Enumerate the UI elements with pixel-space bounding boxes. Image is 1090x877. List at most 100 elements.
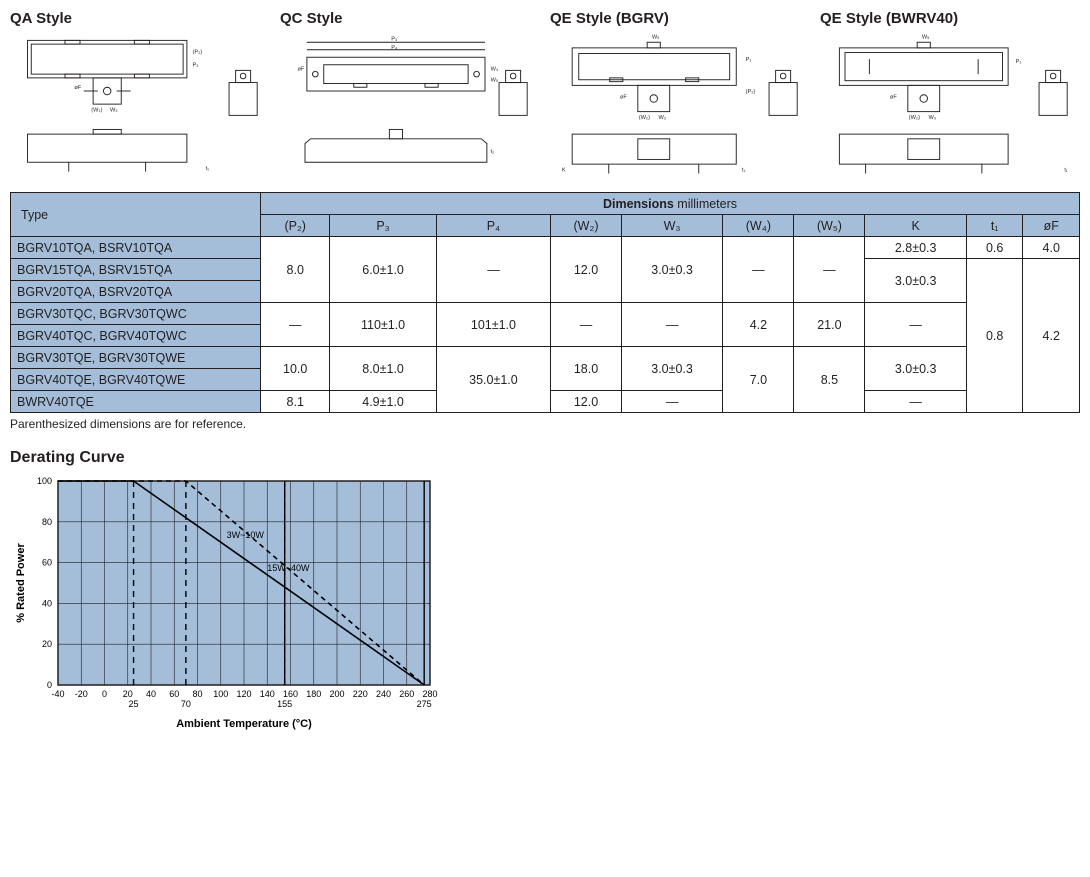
cell: 8.5 xyxy=(794,347,865,413)
svg-text:80: 80 xyxy=(42,517,52,527)
svg-text:100: 100 xyxy=(213,689,228,699)
cell: — xyxy=(436,237,550,303)
svg-text:P₃: P₃ xyxy=(391,36,397,42)
cell: 35.0±1.0 xyxy=(436,347,550,413)
qe-bgrv-style-block: QE Style (BGRV) W₅ P₁ xyxy=(550,10,810,184)
cell: — xyxy=(723,237,794,303)
svg-text:80: 80 xyxy=(192,689,202,699)
svg-text:W₅: W₅ xyxy=(652,35,660,41)
col-p2: (P₂) xyxy=(261,215,330,237)
derating-chart: 3W~10W15W~40W-40-20020406080100120140160… xyxy=(10,473,440,736)
svg-text:W₅: W₅ xyxy=(922,35,930,41)
col-type: Type xyxy=(11,193,261,237)
type-cell: BGRV15TQA, BSRV15TQA xyxy=(11,259,261,281)
col-of: øF xyxy=(1023,215,1080,237)
col-w4: (W₄) xyxy=(723,215,794,237)
type-cell: BGRV30TQE, BGRV30TQWE xyxy=(11,347,261,369)
svg-text:øF: øF xyxy=(298,66,305,72)
svg-text:15W~40W: 15W~40W xyxy=(267,563,310,573)
svg-text:P₁: P₁ xyxy=(1016,59,1022,65)
svg-text:0: 0 xyxy=(47,680,52,690)
svg-text:% Rated Power: % Rated Power xyxy=(15,543,27,623)
dimensions-table: Type Dimensions millimeters (P₂) P₃ P₄ (… xyxy=(10,192,1080,413)
table-row: BGRV30TQE, BGRV30TQWE 10.0 8.0±1.0 35.0±… xyxy=(11,347,1080,369)
cell: 3.0±0.3 xyxy=(621,237,723,303)
svg-text:øF: øF xyxy=(74,85,81,91)
table-header-row-1: Type Dimensions millimeters xyxy=(11,193,1080,215)
svg-text:(W₂): (W₂) xyxy=(639,115,650,121)
col-p4: P₄ xyxy=(436,215,550,237)
svg-text:t₁: t₁ xyxy=(206,166,210,172)
svg-text:(W₂): (W₂) xyxy=(91,108,102,114)
cell: 3.0±0.3 xyxy=(865,347,967,391)
cell: 0.6 xyxy=(966,237,1023,259)
col-p3: P₃ xyxy=(330,215,436,237)
svg-text:(W₂): (W₂) xyxy=(909,115,920,121)
cell: 4.2 xyxy=(723,303,794,347)
svg-text:0: 0 xyxy=(102,689,107,699)
cell: 12.0 xyxy=(551,391,622,413)
qc-diagram: P₃ P₄ W₄ W₅ øF t₁ xyxy=(280,31,540,181)
type-cell: BGRV40TQE, BGRV40TQWE xyxy=(11,369,261,391)
cell: 101±1.0 xyxy=(436,303,550,347)
cell: 21.0 xyxy=(794,303,865,347)
svg-text:øF: øF xyxy=(620,95,627,101)
cell: 18.0 xyxy=(551,347,622,391)
derating-svg: 3W~10W15W~40W-40-20020406080100120140160… xyxy=(10,473,440,733)
svg-text:25: 25 xyxy=(129,699,139,709)
type-cell: BWRV40TQE xyxy=(11,391,261,413)
svg-text:260: 260 xyxy=(399,689,414,699)
col-w2: (W₂) xyxy=(551,215,622,237)
cell: — xyxy=(865,303,967,347)
cell: — xyxy=(794,237,865,303)
qe-bwrv40-style-block: QE Style (BWRV40) W₅ P₁ xyxy=(820,10,1080,184)
dim-unit: millimeters xyxy=(674,197,737,211)
cell: 10.0 xyxy=(261,347,330,391)
derating-title: Derating Curve xyxy=(10,449,1080,467)
svg-text:240: 240 xyxy=(376,689,391,699)
svg-text:155: 155 xyxy=(277,699,292,709)
svg-text:275: 275 xyxy=(417,699,432,709)
svg-text:t₁: t₁ xyxy=(742,168,746,174)
col-t1: t₁ xyxy=(966,215,1023,237)
svg-text:60: 60 xyxy=(169,689,179,699)
style-diagrams-row: QA Style (P₂) xyxy=(10,10,1080,184)
svg-text:P₃: P₃ xyxy=(193,63,199,69)
cell: 110±1.0 xyxy=(330,303,436,347)
svg-text:20: 20 xyxy=(123,689,133,699)
svg-text:P₁: P₁ xyxy=(746,57,752,63)
qc-style-block: QC Style P₃ P₄ W₄ W₅ xyxy=(280,10,540,184)
svg-text:W₅: W₅ xyxy=(491,78,499,84)
col-k: K xyxy=(865,215,967,237)
svg-text:160: 160 xyxy=(283,689,298,699)
svg-text:60: 60 xyxy=(42,558,52,568)
cell: 7.0 xyxy=(723,347,794,413)
svg-text:40: 40 xyxy=(42,598,52,608)
svg-text:(P₂): (P₂) xyxy=(746,89,756,95)
table-row: BGRV10TQA, BSRV10TQA 8.0 6.0±1.0 — 12.0 … xyxy=(11,237,1080,259)
svg-text:W₃: W₃ xyxy=(110,108,118,114)
table-row: BGRV30TQC, BGRV30TQWC — 110±1.0 101±1.0 … xyxy=(11,303,1080,325)
qc-title: QC Style xyxy=(280,10,540,27)
cell: 4.0 xyxy=(1023,237,1080,259)
svg-text:100: 100 xyxy=(37,476,52,486)
svg-text:3W~10W: 3W~10W xyxy=(227,530,265,540)
type-cell: BGRV10TQA, BSRV10TQA xyxy=(11,237,261,259)
svg-text:W₄: W₄ xyxy=(491,66,499,72)
svg-text:K: K xyxy=(562,168,566,174)
col-w5: (W₅) xyxy=(794,215,865,237)
col-w3: W₃ xyxy=(621,215,723,237)
svg-text:70: 70 xyxy=(181,699,191,709)
svg-text:øF: øF xyxy=(890,95,897,101)
type-cell: BGRV40TQC, BGRV40TQWC xyxy=(11,325,261,347)
cell: 2.8±0.3 xyxy=(865,237,967,259)
svg-text:t₁: t₁ xyxy=(1064,168,1068,174)
type-cell: BGRV30TQC, BGRV30TQWC xyxy=(11,303,261,325)
dim-label: Dimensions xyxy=(603,197,674,211)
cell: 8.1 xyxy=(261,391,330,413)
qe-bwrv40-title: QE Style (BWRV40) xyxy=(820,10,1080,27)
cell: 3.0±0.3 xyxy=(621,347,723,391)
svg-text:t₁: t₁ xyxy=(491,149,495,155)
qa-diagram: (P₂) P₃ W₃ (W₂) øF t₁ xyxy=(10,31,270,181)
qa-title: QA Style xyxy=(10,10,270,27)
